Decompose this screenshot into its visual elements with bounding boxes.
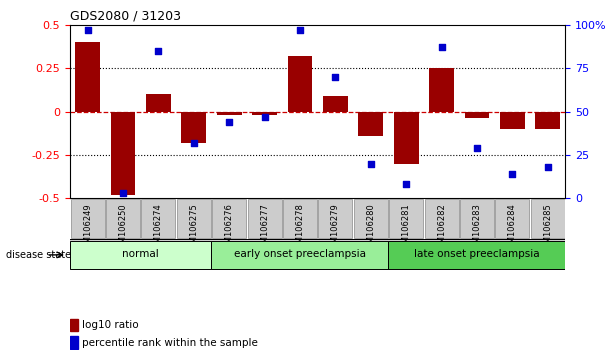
Text: GSM106249: GSM106249 — [83, 203, 92, 254]
Text: early onset preeclampsia: early onset preeclampsia — [234, 249, 366, 259]
Text: GSM106250: GSM106250 — [119, 203, 128, 254]
Bar — [70, 336, 78, 349]
Point — [366, 161, 376, 166]
Point — [508, 171, 517, 177]
FancyBboxPatch shape — [496, 199, 530, 238]
Bar — [252, 112, 277, 115]
FancyBboxPatch shape — [177, 199, 211, 238]
Bar — [217, 112, 241, 115]
Point — [295, 27, 305, 33]
Text: GSM106279: GSM106279 — [331, 203, 340, 254]
Bar — [288, 56, 313, 112]
Text: GSM106278: GSM106278 — [295, 203, 305, 254]
Text: late onset preeclampsia: late onset preeclampsia — [414, 249, 540, 259]
FancyBboxPatch shape — [460, 199, 494, 238]
Point — [154, 48, 164, 53]
Point — [472, 145, 482, 151]
Text: GDS2080 / 31203: GDS2080 / 31203 — [70, 9, 181, 22]
FancyBboxPatch shape — [283, 199, 317, 238]
Bar — [75, 42, 100, 112]
FancyBboxPatch shape — [142, 199, 175, 238]
FancyBboxPatch shape — [389, 199, 423, 238]
Point — [401, 182, 411, 187]
Bar — [394, 112, 418, 164]
Bar — [358, 112, 383, 136]
Point — [189, 140, 199, 145]
Bar — [536, 112, 560, 129]
Point — [260, 114, 269, 120]
Point — [83, 27, 92, 33]
Text: GSM106282: GSM106282 — [437, 203, 446, 254]
Text: GSM106276: GSM106276 — [225, 203, 233, 254]
Bar — [70, 319, 78, 331]
FancyBboxPatch shape — [531, 199, 565, 238]
FancyBboxPatch shape — [71, 199, 105, 238]
Bar — [111, 112, 136, 195]
FancyBboxPatch shape — [354, 199, 388, 238]
Text: normal: normal — [122, 249, 159, 259]
Text: GSM106277: GSM106277 — [260, 203, 269, 254]
Bar — [181, 112, 206, 143]
Bar — [323, 96, 348, 112]
FancyBboxPatch shape — [212, 199, 246, 238]
Text: GSM106284: GSM106284 — [508, 203, 517, 254]
Point — [543, 164, 553, 170]
Bar — [146, 94, 171, 112]
Point — [224, 119, 234, 125]
FancyBboxPatch shape — [389, 241, 565, 269]
Point — [437, 45, 446, 50]
Text: GSM106281: GSM106281 — [402, 203, 410, 254]
FancyBboxPatch shape — [247, 199, 282, 238]
Text: GSM106283: GSM106283 — [472, 203, 482, 254]
FancyBboxPatch shape — [319, 199, 353, 238]
Bar — [500, 112, 525, 129]
Point — [331, 74, 340, 80]
Text: percentile rank within the sample: percentile rank within the sample — [82, 338, 258, 348]
FancyBboxPatch shape — [212, 241, 389, 269]
Bar — [465, 112, 489, 119]
FancyBboxPatch shape — [106, 199, 140, 238]
Text: GSM106274: GSM106274 — [154, 203, 163, 254]
Bar — [429, 68, 454, 112]
FancyBboxPatch shape — [70, 241, 212, 269]
Point — [118, 190, 128, 196]
Text: log10 ratio: log10 ratio — [82, 320, 139, 330]
FancyBboxPatch shape — [424, 199, 458, 238]
Text: GSM106275: GSM106275 — [189, 203, 198, 254]
Text: GSM106285: GSM106285 — [543, 203, 552, 254]
Text: GSM106280: GSM106280 — [366, 203, 375, 254]
Text: disease state: disease state — [6, 250, 71, 260]
